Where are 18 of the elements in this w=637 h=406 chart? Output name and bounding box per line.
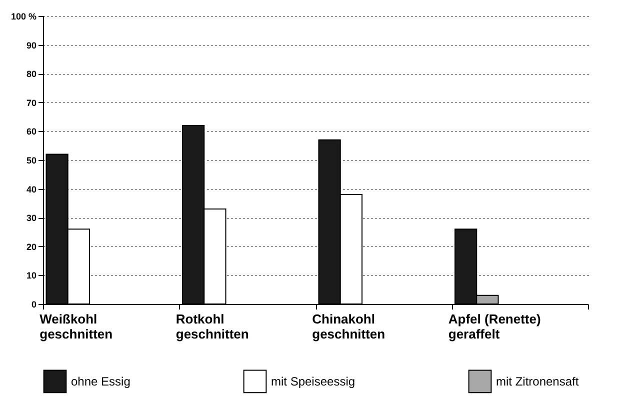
y-tick-label: 0 xyxy=(31,300,36,310)
y-tick-label: 50 xyxy=(26,156,36,166)
y-tick-label: 20 xyxy=(26,242,36,252)
legend-label: mit Speiseessig xyxy=(271,374,356,388)
x-tick-label: Chinakohl geschnitten xyxy=(312,312,386,342)
y-tick-label: 10 xyxy=(26,270,36,281)
x-tick-label: Rotkohl geschnitten xyxy=(176,312,249,342)
y-tick-label: 100 % xyxy=(10,12,36,22)
y-tick-label: 80 xyxy=(26,69,36,80)
y-tick-label: 40 xyxy=(26,184,36,194)
x-tick-label: Weißkohl geschnitten xyxy=(40,312,113,342)
x-tick-label: Apfel (Renette) geraffelt xyxy=(448,312,541,342)
legend-label: mit Zitronensaft xyxy=(496,374,580,388)
y-tick-label: 90 xyxy=(26,40,36,50)
legend-label: ohne Essig xyxy=(71,374,130,388)
y-tick-label: 70 xyxy=(26,98,36,108)
y-tick-label: 60 xyxy=(26,126,36,137)
y-tick-label: 30 xyxy=(26,213,36,224)
